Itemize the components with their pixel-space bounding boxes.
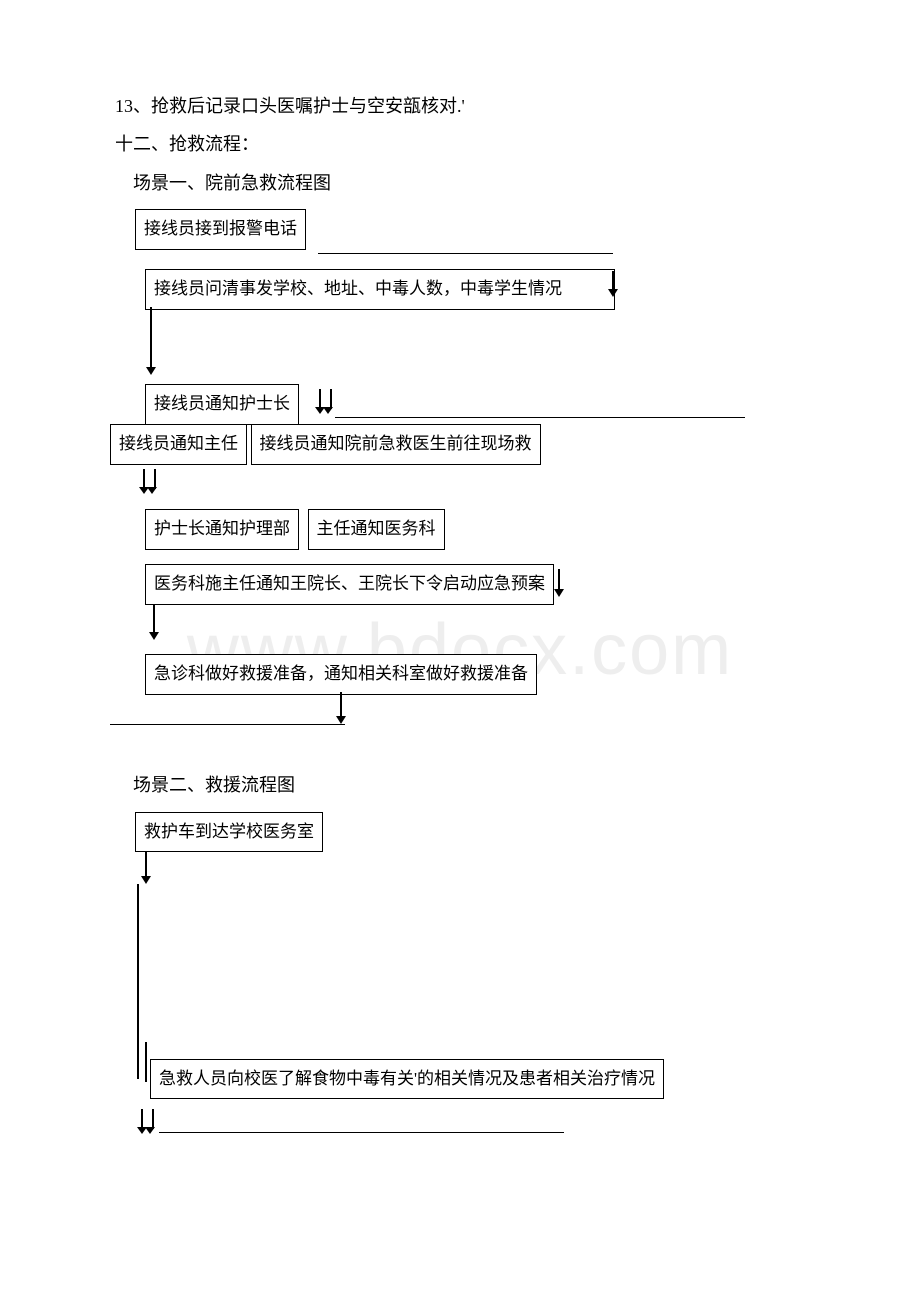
flow-node-label: 医务科施主任通知王院长、王院长下令启动应急预案 <box>154 574 545 593</box>
arrow-down-icon <box>153 604 159 640</box>
flow-node-label: 接线员问清事发学校、地址、中毒人数，中毒学生情况 <box>154 279 562 298</box>
flow-connector <box>137 884 139 1079</box>
arrow-down-icon <box>150 307 156 375</box>
flow-node-label: 救护车到达学校医务室 <box>144 822 314 841</box>
flow-node-n5a: 护士长通知护理部 <box>145 509 299 550</box>
flow-node-n1: 接线员接到报警电话 <box>135 209 306 250</box>
arrow-down-icon <box>340 692 346 724</box>
arrow-down-icon <box>558 569 564 597</box>
flow-connector <box>159 1132 564 1133</box>
flowchart-2: 救护车到达学校医务室 急救人员向校医了解食物中毒有关'的相关情况及患者相关治疗情… <box>115 812 805 1162</box>
flow-connector <box>145 1042 147 1082</box>
arrow-down-icon <box>141 1107 154 1139</box>
flow-connector <box>318 253 613 254</box>
arrow-down-icon <box>612 271 618 297</box>
paragraph-12: 十二、抢救流程： <box>115 128 805 160</box>
flow-node-label: 主任通知医务科 <box>317 519 436 538</box>
flow-node-label: 急诊科做好救援准备，通知相关科室做好救援准备 <box>154 664 528 683</box>
arrow-down-icon <box>145 852 151 884</box>
flow-connector <box>110 724 345 725</box>
flow-row-5: 护士长通知护理部 主任通知医务科 <box>145 509 445 550</box>
flow-node-n4a: 接线员通知主任 <box>110 424 247 465</box>
flow-node-n4b: 接线员通知院前急救医生前往现场救 <box>251 424 541 465</box>
flow-connector <box>335 417 745 418</box>
arrow-down-icon <box>319 387 332 419</box>
flow-node-label: 接线员通知主任 <box>119 434 238 453</box>
flow-node-label: 接线员通知护士长 <box>154 394 290 413</box>
paragraph-13: 13、抢救后记录口头医嘱护士与空安瓿核对.' <box>115 90 805 122</box>
arrow-down-icon <box>143 467 156 499</box>
flow-node-label: 急救人员向校医了解食物中毒有关'的相关情况及患者相关治疗情况 <box>159 1069 655 1088</box>
flowchart-1: 接线员接到报警电话 接线员问清事发学校、地址、中毒人数，中毒学生情况 接线员通知… <box>115 209 805 799</box>
flow-node-n3: 接线员通知护士长 <box>145 384 299 425</box>
flow-node-n6: 医务科施主任通知王院长、王院长下令启动应急预案 <box>145 564 554 605</box>
flow-node-n2: 接线员问清事发学校、地址、中毒人数，中毒学生情况 <box>145 269 615 310</box>
flow-node-label: 接线员通知院前急救医生前往现场救 <box>260 434 532 453</box>
scene1-title: 场景一、院前急救流程图 <box>115 167 805 199</box>
flow-node-m1: 救护车到达学校医务室 <box>135 812 323 853</box>
flow-node-m2: 急救人员向校医了解食物中毒有关'的相关情况及患者相关治疗情况 <box>150 1059 664 1100</box>
flow-node-label: 护士长通知护理部 <box>154 519 290 538</box>
flow-node-n5b: 主任通知医务科 <box>308 509 445 550</box>
document-content: 13、抢救后记录口头医嘱护士与空安瓿核对.' 十二、抢救流程： 场景一、院前急救… <box>0 0 920 1162</box>
flow-node-label: 接线员接到报警电话 <box>144 219 297 238</box>
flow-node-n7: 急诊科做好救援准备，通知相关科室做好救援准备 <box>145 654 537 695</box>
flow-row-4: 接线员通知主任 接线员通知院前急救医生前往现场救 <box>110 424 541 465</box>
